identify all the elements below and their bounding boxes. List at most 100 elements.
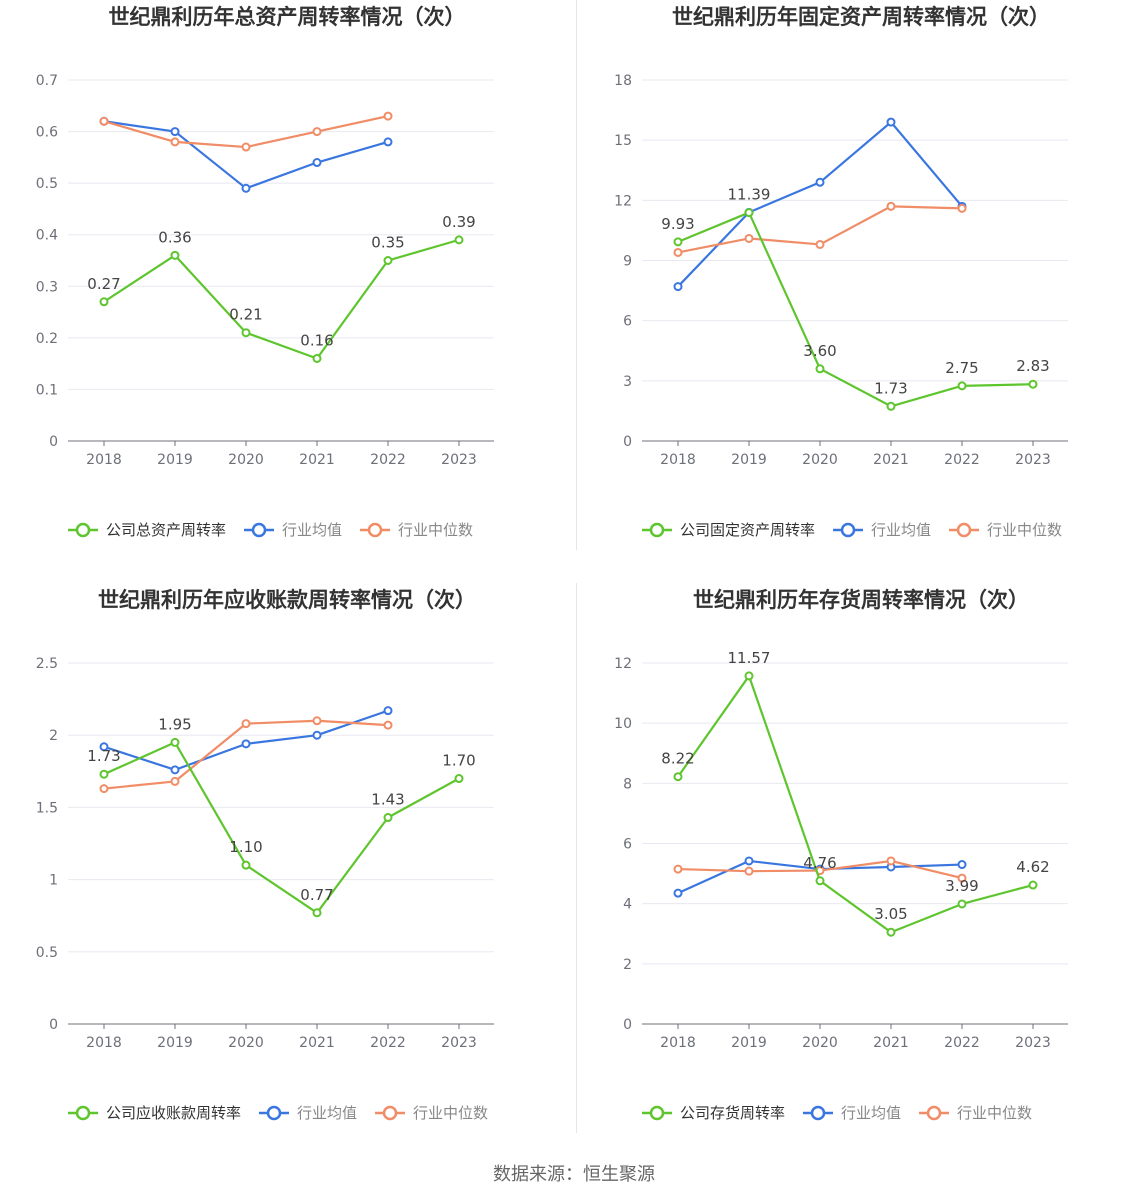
- data-point-industry_avg: [815, 177, 825, 187]
- data-point-industry_median: [957, 203, 967, 213]
- legend-marker: [367, 522, 383, 538]
- legend-label: 行业中位数: [957, 1104, 1032, 1122]
- legend-label: 行业中位数: [413, 1104, 488, 1122]
- chart-panel-total-assets: 世纪鼎利历年总资产周转率情况（次） 0 0.1 0.2 0.3 0.4 0.5 0.6 0.7…: [0, 0, 574, 583]
- legend-item-industry_avg: 行业均值: [833, 521, 931, 539]
- x-tick-label: 2022: [370, 452, 406, 468]
- y-tick-label: 1: [49, 873, 58, 889]
- legend-label: 公司存货周转率: [680, 1104, 785, 1122]
- x-tick-label: 2023: [1015, 452, 1051, 468]
- legend-marker: [810, 1105, 826, 1121]
- y-tick-label: 10: [614, 716, 632, 732]
- data-label: 1.70: [442, 752, 475, 770]
- data-label: 1.43: [371, 791, 404, 809]
- series-line-company: [677, 674, 1034, 934]
- data-label: 1.73: [87, 747, 120, 765]
- legend-marker: [75, 1105, 91, 1121]
- data-source-note: 数据来源：恒生聚源: [493, 1164, 655, 1185]
- data-point-industry_median: [99, 116, 109, 126]
- y-tick-label: 2: [49, 728, 58, 744]
- y-tick-label: 4: [623, 897, 632, 913]
- legend-marker: [956, 522, 972, 538]
- data-point-industry_median: [312, 127, 322, 137]
- x-tick-label: 2021: [299, 1035, 335, 1051]
- panel-divider-bottom: [576, 583, 577, 1133]
- legend-item-industry_median: 行业中位数: [360, 521, 473, 539]
- y-tick-label: 12: [614, 193, 632, 209]
- legend-marker: [926, 1105, 942, 1121]
- data-label: 0.27: [87, 275, 120, 293]
- data-point-company: [957, 899, 967, 909]
- x-tick-label: 2021: [299, 452, 335, 468]
- data-point-industry_avg: [241, 739, 251, 749]
- legend-item-industry_median: 行业中位数: [919, 1104, 1032, 1122]
- y-tick-label: 3: [623, 374, 632, 390]
- data-label: 4.76: [803, 854, 836, 872]
- y-tick-label: 0: [623, 434, 632, 450]
- data-point-industry_avg: [99, 742, 109, 752]
- chart-title: 世纪鼎利历年总资产周转率情况（次）: [108, 5, 466, 29]
- data-label: 0.39: [442, 213, 475, 231]
- legend-item-company: 公司固定资产周转率: [642, 521, 815, 539]
- x-tick-label: 2019: [157, 1035, 193, 1051]
- y-tick-label: 1.5: [36, 800, 58, 816]
- data-point-industry_median: [170, 137, 180, 147]
- data-point-industry_avg: [957, 860, 967, 870]
- legend-item-company: 公司应收账款周转率: [68, 1104, 241, 1122]
- data-point-industry_median: [383, 720, 393, 730]
- legend-label: 行业均值: [282, 521, 342, 539]
- legend-marker: [266, 1105, 282, 1121]
- panel-divider-top: [576, 0, 577, 550]
- data-point-company: [170, 250, 180, 260]
- series-line-company: [103, 238, 460, 360]
- data-point-industry_avg: [744, 856, 754, 866]
- chart-panel-receivables: 世纪鼎利历年应收账款周转率情况（次） 0 0.5 1 1.5 2 2.5 2018 2019 2…: [0, 583, 574, 1166]
- data-point-industry_median: [957, 873, 967, 883]
- data-point-industry_median: [673, 247, 683, 257]
- x-tick-label: 2018: [660, 1035, 696, 1051]
- data-point-company: [99, 297, 109, 307]
- legend-label: 行业均值: [841, 1104, 901, 1122]
- data-point-industry_avg: [673, 282, 683, 292]
- data-point-company: [1028, 379, 1038, 389]
- data-label: 1.10: [229, 838, 262, 856]
- legend-label: 公司固定资产周转率: [680, 521, 815, 539]
- legend-item-industry_median: 行业中位数: [375, 1104, 488, 1122]
- legend-label: 行业均值: [297, 1104, 357, 1122]
- data-point-company: [241, 328, 251, 338]
- y-tick-label: 2.5: [36, 656, 58, 672]
- data-point-industry_avg: [170, 765, 180, 775]
- data-point-company: [99, 769, 109, 779]
- data-point-company: [673, 237, 683, 247]
- legend-item-industry_avg: 行业均值: [803, 1104, 901, 1122]
- data-label: 11.57: [728, 649, 771, 667]
- data-point-company: [312, 908, 322, 918]
- x-tick-label: 2022: [944, 1035, 980, 1051]
- data-point-company: [815, 876, 825, 886]
- y-tick-label: 8: [623, 776, 632, 792]
- x-tick-label: 2020: [802, 1035, 838, 1051]
- data-point-company: [383, 256, 393, 265]
- legend-item-industry_avg: 行业均值: [259, 1104, 357, 1122]
- data-point-industry_avg: [170, 127, 180, 137]
- data-point-company: [1028, 880, 1038, 890]
- data-point-industry_median: [312, 716, 322, 726]
- fixed-assets-turnover-chart: 0 3 6 9 12 15 18 2018 2019 2020 2021 2022 2023 9.93 11…: [614, 73, 1068, 539]
- y-tick-label: 0: [623, 1017, 632, 1033]
- x-tick-label: 2023: [1015, 1035, 1051, 1051]
- x-tick-label: 2018: [660, 452, 696, 468]
- x-tick-label: 2018: [86, 1035, 122, 1051]
- data-point-industry_median: [744, 233, 754, 243]
- x-tick-label: 2021: [873, 1035, 909, 1051]
- data-label: 0.35: [371, 234, 404, 252]
- legend-item-company: 公司总资产周转率: [68, 521, 226, 539]
- total-assets-turnover-chart: 0 0.1 0.2 0.3 0.4 0.5 0.6 0.7 2018 2019 2020 2021 20…: [36, 73, 494, 539]
- data-point-company: [673, 772, 683, 782]
- data-point-industry_avg: [886, 117, 896, 127]
- data-point-company: [454, 235, 464, 245]
- x-tick-label: 2021: [873, 452, 909, 468]
- legend-item-industry_median: 行业中位数: [949, 521, 1062, 539]
- y-tick-label: 0.7: [36, 73, 58, 89]
- x-tick-label: 2020: [802, 452, 838, 468]
- data-point-industry_median: [886, 856, 896, 866]
